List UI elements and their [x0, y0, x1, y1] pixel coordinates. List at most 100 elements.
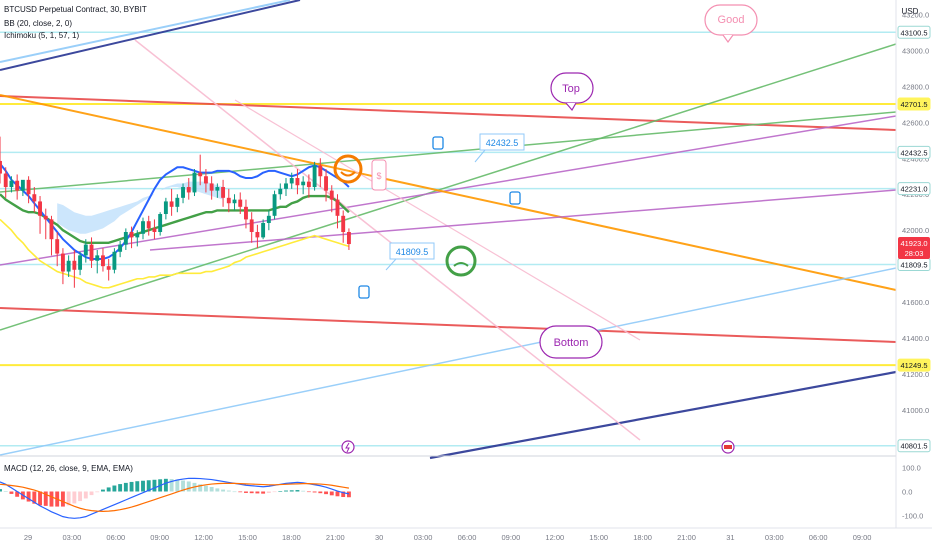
- macd-histogram-bar: [112, 485, 117, 492]
- macd-histogram-bar: [295, 490, 300, 492]
- bb-legend[interactable]: BB (20, close, 2, 0): [4, 19, 73, 28]
- smiley-happy-mouth: [340, 171, 356, 177]
- candle-body: [43, 215, 48, 220]
- macd-histogram-bar: [123, 482, 128, 492]
- macd-histogram-bar: [66, 491, 71, 506]
- pointing-hand-icon[interactable]: [432, 136, 444, 150]
- macd-histogram-bar: [232, 491, 237, 493]
- macd-histogram-bar: [226, 490, 231, 492]
- macd-histogram-bar: [221, 489, 226, 492]
- candle-body: [32, 194, 37, 202]
- macd-histogram-bar: [38, 491, 42, 506]
- candle-body: [158, 214, 163, 232]
- macd-tick-label: 100.0: [902, 464, 921, 473]
- candle-body: [335, 199, 340, 216]
- trend-line-6: [0, 94, 897, 291]
- macd-histogram-bar: [186, 481, 191, 492]
- candle-body: [169, 201, 174, 207]
- macd-legend[interactable]: MACD (12, 26, close, 9, EMA, EMA): [4, 464, 133, 473]
- macd-histogram-bar: [169, 479, 174, 492]
- top-bubble-tail: [565, 102, 577, 112]
- macd-histogram-bar: [329, 491, 334, 496]
- candle-body: [186, 187, 191, 193]
- signal-line: [0, 482, 350, 512]
- macd-histogram-bar: [272, 491, 277, 493]
- time-tick-label: 09:00: [502, 533, 521, 542]
- time-tick-label: 21:00: [677, 533, 696, 542]
- good-label-text: Good: [718, 14, 745, 26]
- level-price-text: 42701.5: [900, 100, 927, 109]
- time-tick-label: 06:00: [809, 533, 828, 542]
- level-price-badge: [897, 97, 931, 111]
- macd-histogram-bar: [3, 491, 8, 492]
- pointing-hand-icon[interactable]: [358, 285, 370, 299]
- trend-line-10: [429, 370, 897, 460]
- time-tick-label: 21:00: [326, 533, 345, 542]
- bottom-label-bubble: [539, 325, 603, 359]
- level-price-text: 40801.5: [900, 442, 927, 451]
- ichimoku-legend[interactable]: Ichimoku (5, 1, 57, 1): [4, 31, 80, 40]
- level-price-text: 41249.5: [900, 361, 927, 370]
- time-tick-label: 03:00: [63, 533, 82, 542]
- trend-line-1: [0, 307, 897, 343]
- macd-histogram-bar: [306, 491, 311, 493]
- price-tick-label: 41400.0: [902, 334, 929, 343]
- macd-histogram-bar: [49, 491, 54, 507]
- smiley-sad-icon[interactable]: [445, 245, 477, 277]
- macd-histogram-bar: [101, 489, 105, 492]
- kijun-line: [0, 193, 350, 244]
- macd-histogram-bar: [83, 491, 88, 499]
- macd-histogram-bar: [32, 491, 37, 504]
- candle-body: [295, 178, 300, 186]
- trend-line-4: [0, 115, 897, 266]
- macd-histogram-bar: [301, 490, 306, 492]
- candle-body: [118, 244, 123, 252]
- candle-body: [198, 172, 203, 177]
- candle-body: [135, 233, 140, 238]
- pointing-hand-icon[interactable]: [509, 191, 521, 205]
- macd-histogram-bar: [266, 491, 271, 493]
- macd-histogram-bar: [106, 487, 111, 492]
- macd-histogram-bar: [72, 491, 77, 504]
- macd-histogram-bar: [152, 479, 157, 492]
- smiley-happy-icon[interactable]: [333, 154, 363, 184]
- candle-body: [146, 221, 151, 229]
- macd-histogram-bar: [278, 491, 283, 492]
- candle-body: [324, 176, 328, 191]
- currency-label: USD: [902, 7, 919, 16]
- lightning-event-icon[interactable]: [341, 440, 355, 454]
- candle-body: [175, 197, 180, 207]
- macd-histogram-bar: [318, 491, 323, 494]
- trend-line-12: [234, 99, 641, 341]
- macd-histogram-bar: [341, 491, 346, 498]
- level-price-badge: [897, 439, 931, 453]
- candle-body: [112, 251, 117, 270]
- candle-body: [95, 255, 100, 261]
- level-price-text: 42432.5: [900, 148, 927, 157]
- macd-line: [0, 477, 350, 519]
- candle-body: [49, 219, 54, 240]
- macd-histogram-bar: [209, 486, 214, 492]
- candle-body: [20, 179, 25, 191]
- trend-line-7: [0, 0, 291, 63]
- macd-histogram-bar: [249, 491, 254, 494]
- time-tick-label: 06:00: [458, 533, 477, 542]
- level-price-badge: [897, 358, 931, 372]
- bottom-label-text: Bottom: [554, 337, 589, 349]
- candle-body: [261, 223, 266, 238]
- candle-body: [278, 188, 283, 195]
- candle-body: [83, 244, 88, 256]
- symbol-legend[interactable]: BTCUSD Perpetual Contract, 30, BYBIT: [4, 5, 147, 14]
- level-price-badge: [897, 145, 931, 159]
- candle-body: [60, 253, 65, 272]
- macd-histogram-bar: [198, 484, 203, 492]
- candle-body: [15, 180, 20, 191]
- candle-body: [101, 255, 105, 267]
- candle-body: [163, 201, 168, 215]
- macd-histogram-bar: [203, 485, 208, 492]
- candle-body: [266, 215, 271, 224]
- candle-body: [181, 187, 185, 198]
- tenkan-line: [0, 218, 350, 289]
